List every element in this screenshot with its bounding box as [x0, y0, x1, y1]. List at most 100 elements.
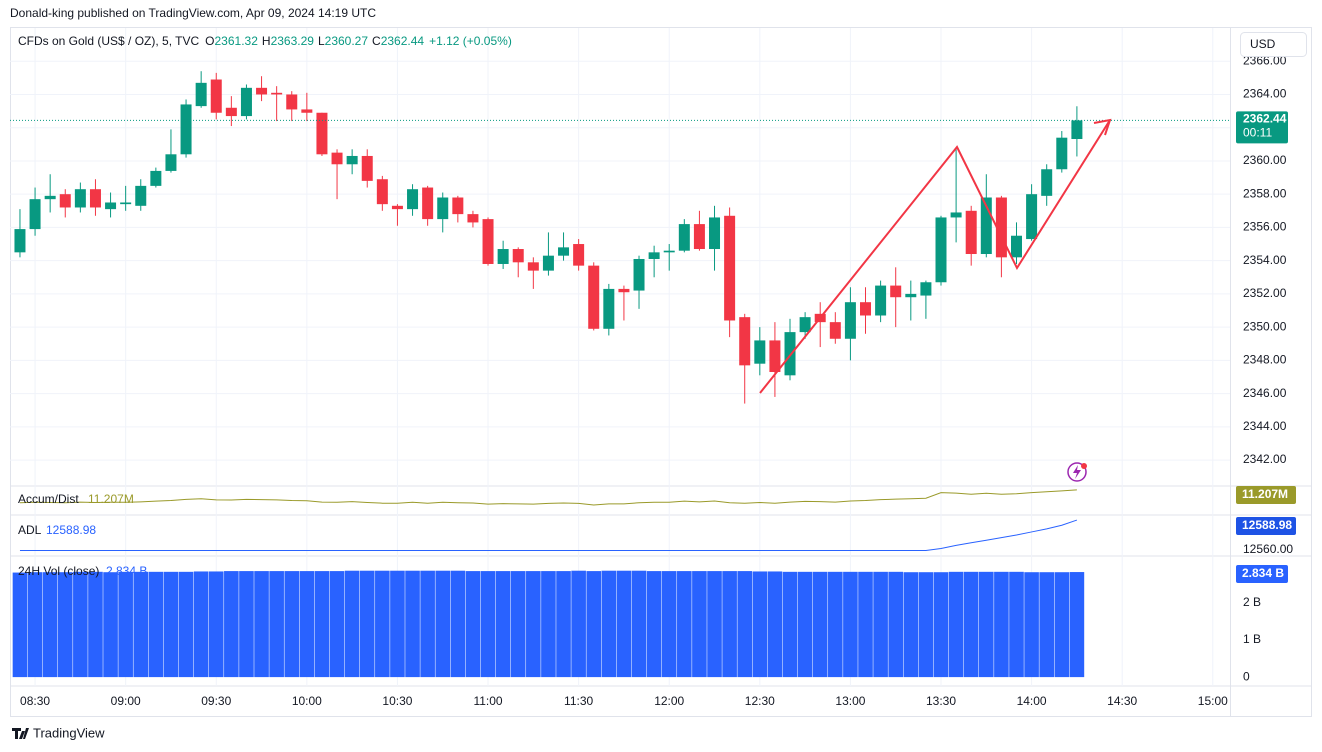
currency-label: USD — [1250, 37, 1276, 51]
volume-bar — [510, 571, 526, 678]
x-tick-label: 08:30 — [20, 694, 50, 708]
candle-body — [120, 202, 132, 205]
candle-body — [89, 189, 101, 208]
last-price-label: 2362.44 — [1243, 112, 1287, 126]
volume-bar — [918, 572, 934, 678]
volume-bar — [254, 571, 269, 678]
pane-title: 24H Vol (close) — [18, 564, 99, 578]
volume-bar — [646, 571, 662, 678]
legend-item: C — [372, 34, 381, 48]
pane-value: 11.207M — [88, 492, 134, 506]
candle-body — [527, 262, 539, 271]
candle-body — [452, 197, 464, 215]
volume-bar — [193, 571, 209, 678]
y-tick-label: 2346.00 — [1243, 386, 1287, 400]
candle-body — [422, 187, 434, 220]
volume-bar — [178, 571, 194, 678]
pane-title: Accum/Dist — [18, 492, 79, 506]
candle-body — [1026, 194, 1038, 240]
candle-body — [965, 210, 977, 255]
volume-bar — [375, 570, 390, 678]
y-tick-label: 2356.00 — [1243, 220, 1287, 234]
x-tick-label: 11:00 — [473, 694, 502, 708]
y-tick-label: 0 — [1243, 669, 1250, 683]
legend-item: +1.12 (+0.05%) — [429, 34, 512, 48]
candle-body — [271, 92, 283, 95]
candle-body — [497, 249, 509, 264]
x-tick-label: 14:00 — [1017, 694, 1047, 708]
legend-item: CFDs on Gold (US$ / OZ), 5, TVC — [18, 34, 199, 48]
volume-bar — [631, 570, 647, 678]
candle-body — [980, 197, 992, 255]
candle-body — [150, 170, 162, 186]
candle-body — [905, 293, 917, 298]
legend-item: H — [262, 34, 271, 48]
y-tick-label: 2348.00 — [1243, 353, 1287, 367]
volume-bar — [73, 571, 88, 678]
legend-item: 2362.44 — [381, 34, 425, 48]
chart-frame — [10, 27, 1312, 717]
pane-value-tag — [1236, 486, 1296, 504]
volume-bar — [450, 570, 466, 678]
x-tick-label: 14:30 — [1107, 694, 1137, 708]
volume-bar — [1054, 572, 1070, 678]
indicator-line — [19, 519, 1078, 552]
candle-body — [633, 258, 645, 291]
pane-value: 2.834 B — [106, 564, 147, 578]
candle-body — [769, 340, 781, 372]
candle-body — [558, 247, 570, 256]
candle-body — [784, 332, 796, 376]
x-tick-label: 13:00 — [835, 694, 865, 708]
candle-body — [376, 179, 388, 205]
volume-bar — [88, 571, 103, 678]
volume-bar — [903, 572, 919, 678]
y-tick-label: 2352.00 — [1243, 286, 1287, 300]
volume-bar — [707, 571, 722, 678]
candle-body — [875, 285, 887, 316]
volume-bar — [163, 571, 179, 678]
volume-bar — [963, 571, 979, 678]
candle-body — [74, 189, 86, 208]
volume-bar — [390, 570, 405, 678]
volume-bar — [344, 570, 360, 678]
x-tick-label: 10:30 — [382, 694, 412, 708]
event-icon[interactable] — [1067, 462, 1087, 482]
candle-body — [724, 215, 736, 321]
currency-button[interactable] — [1240, 32, 1307, 57]
countdown-label: 00:11 — [1243, 126, 1272, 140]
volume-bar — [948, 571, 964, 678]
pane-value-tag — [1236, 565, 1288, 583]
volume-bar — [782, 571, 798, 678]
candle-body — [890, 285, 902, 298]
x-tick-label: 15:00 — [1198, 694, 1228, 708]
candle-body — [920, 282, 932, 296]
x-tick-label: 13:30 — [926, 694, 956, 708]
volume-bar — [677, 571, 692, 678]
y-tick-label: 2342.00 — [1243, 452, 1287, 466]
legend-item: 2363.29 — [271, 34, 315, 48]
volume-bar — [148, 571, 164, 678]
candle-body — [739, 317, 751, 366]
volume-bar — [571, 570, 586, 678]
candle-body — [180, 104, 192, 155]
candle-body — [603, 288, 615, 329]
volume-bar — [284, 571, 300, 678]
candle-body — [44, 195, 56, 200]
candle-body — [1011, 235, 1022, 258]
candle-body — [316, 112, 328, 155]
volume-bar — [103, 572, 118, 678]
candle-body — [29, 199, 41, 230]
volume-bar — [435, 570, 451, 678]
candle-body — [542, 255, 554, 271]
volume-bar — [224, 571, 239, 678]
pane-value-tag — [1236, 517, 1296, 535]
y-tick-label: 1 B — [1243, 632, 1261, 646]
volume-bar — [1024, 572, 1039, 678]
x-tick-label: 10:00 — [292, 694, 322, 708]
volume-bar — [661, 571, 677, 678]
candle-body — [648, 252, 660, 259]
pane-value: 12588.98 — [46, 523, 96, 537]
volume-bar — [828, 571, 843, 678]
volume-bar — [1069, 572, 1085, 678]
y-tick-label: 12560.00 — [1243, 542, 1293, 556]
